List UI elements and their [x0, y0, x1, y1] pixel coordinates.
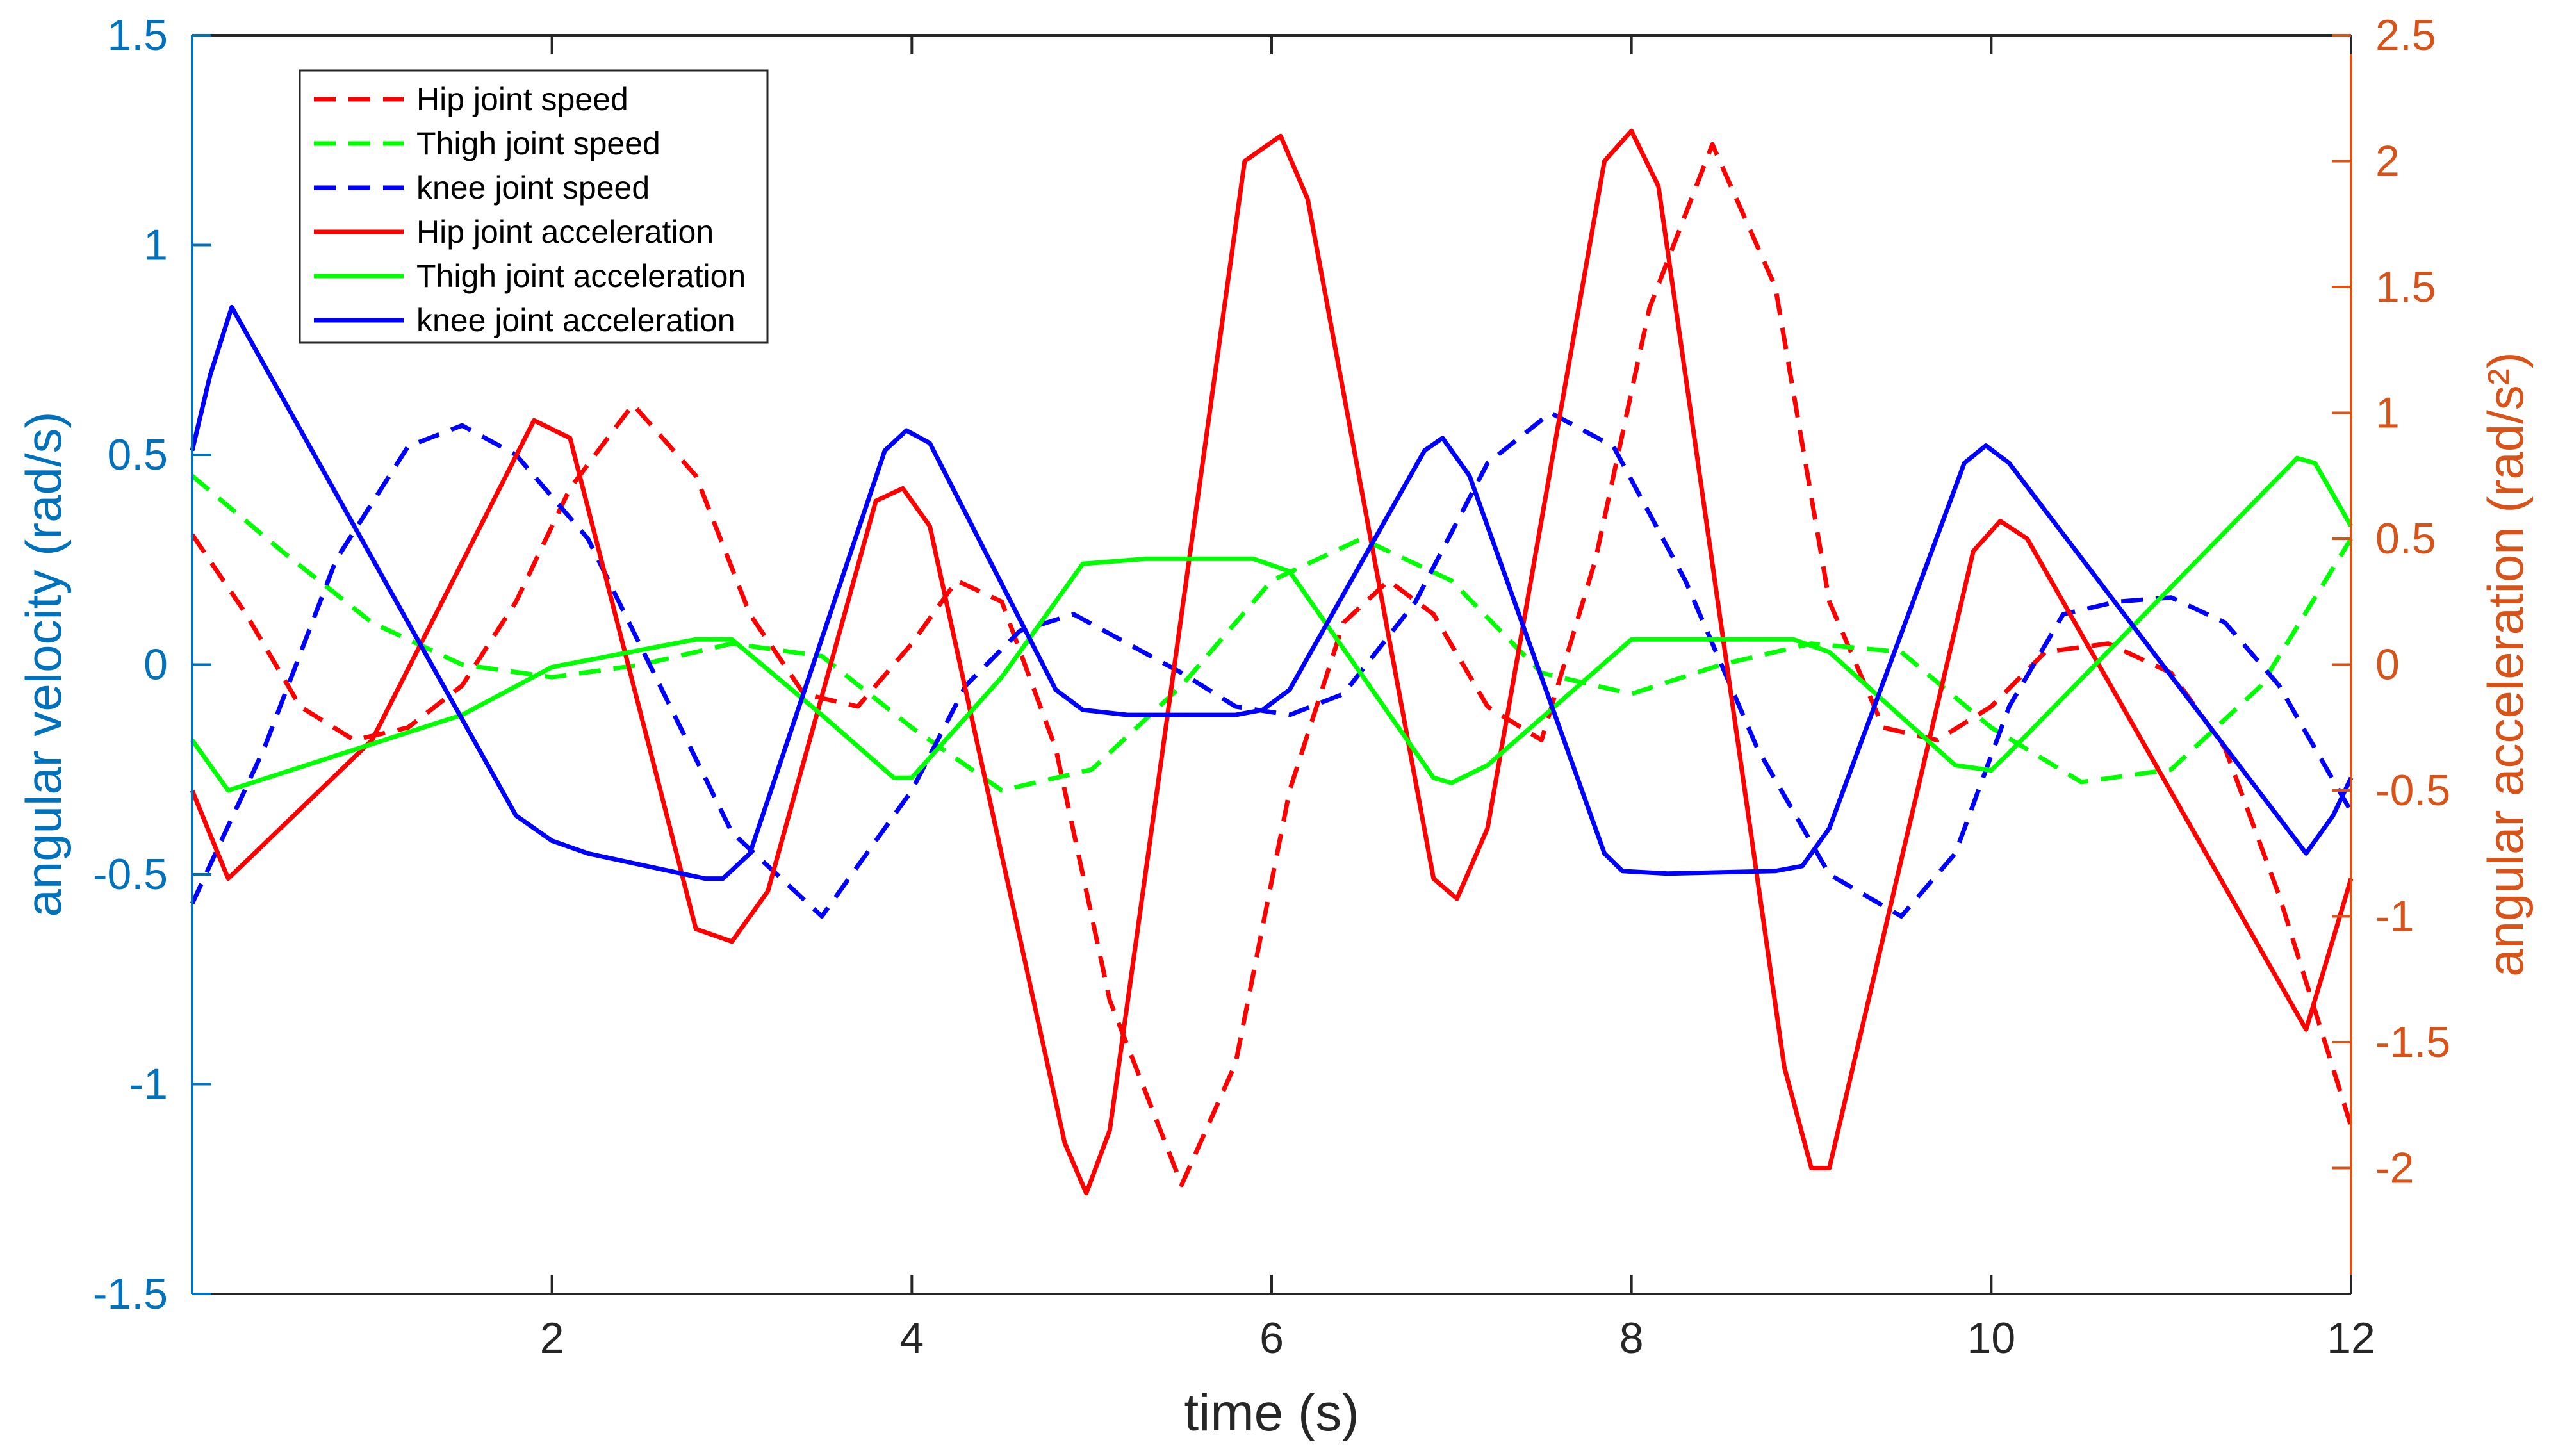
- x-tick-label: 12: [2327, 1314, 2375, 1362]
- legend: Hip joint speed Thigh joint speed knee joi…: [299, 69, 769, 344]
- y-left-tick-label: 0.5: [107, 430, 168, 479]
- y-right-tick-label: 0.5: [2375, 514, 2436, 563]
- x-tick-label: 10: [1967, 1314, 2016, 1362]
- y-right-tick-label: 1.5: [2375, 263, 2436, 311]
- y-right-axis-label: angular acceleration (rad/s²): [2477, 352, 2534, 976]
- y-left-ticks: -1.5 -1 -0.5 0 0.5 1 1.5: [93, 11, 211, 1318]
- x-axis-label: time (s): [1184, 1384, 1359, 1442]
- y-left-tick-label: 0: [143, 641, 168, 689]
- x-tick-label: 6: [1259, 1314, 1284, 1362]
- y-right-tick-label: -0.5: [2375, 766, 2450, 815]
- y-left-tick-label: -1.5: [93, 1270, 168, 1318]
- hip-joint-speed-line: [190, 142, 2354, 1188]
- hip-joint-acceleration-line: [190, 128, 2354, 1196]
- knee-joint-acceleration-line: [190, 304, 2354, 881]
- legend-label-hip-joint-speed: Hip joint speed: [416, 81, 628, 117]
- legend-label-knee-joint-speed: knee joint speed: [416, 170, 650, 206]
- legend-label-knee-joint-acceleration: knee joint acceleration: [416, 302, 735, 338]
- series-layer: [190, 128, 2354, 1196]
- y-right-tick-label: 2: [2375, 137, 2400, 186]
- y-right-tick-label: 1: [2375, 389, 2400, 438]
- legend-label-thigh-joint-acceleration: Thigh joint acceleration: [416, 258, 746, 294]
- x-tick-label: 4: [899, 1314, 924, 1362]
- legend-label-thigh-joint-speed: Thigh joint speed: [416, 126, 660, 161]
- y-left-axis-label: angular velocity (rad/s): [15, 412, 72, 917]
- y-right-tick-label: -1.5: [2375, 1018, 2450, 1067]
- y-left-tick-label: 1.5: [107, 11, 168, 60]
- legend-label-hip-joint-acceleration: Hip joint acceleration: [416, 214, 714, 250]
- knee-joint-speed-line: [190, 411, 2354, 919]
- y-right-tick-label: -2: [2375, 1144, 2414, 1193]
- thigh-joint-acceleration-line: [190, 455, 2354, 793]
- legend-items: Hip joint speed Thigh joint speed knee joi…: [314, 81, 746, 338]
- y-right-tick-label: -1: [2375, 892, 2414, 941]
- y-right-tick-label: 0: [2375, 641, 2400, 689]
- x-tick-label: 8: [1619, 1314, 1644, 1362]
- y-right-tick-label: 2.5: [2375, 11, 2436, 60]
- legend-box: [299, 69, 769, 344]
- x-tick-label: 2: [540, 1314, 564, 1362]
- y-left-tick-label: 1: [143, 221, 168, 270]
- thigh-joint-speed-line: [190, 474, 2353, 793]
- y-left-tick-label: -1: [129, 1060, 168, 1109]
- y-right-ticks: -2 -1.5 -1 -0.5 0 0.5 1 1.5 2 2.5: [2332, 11, 2450, 1193]
- x-ticks: 2 4 6 8 10 12: [540, 35, 2375, 1362]
- y-left-tick-label: -0.5: [93, 850, 168, 899]
